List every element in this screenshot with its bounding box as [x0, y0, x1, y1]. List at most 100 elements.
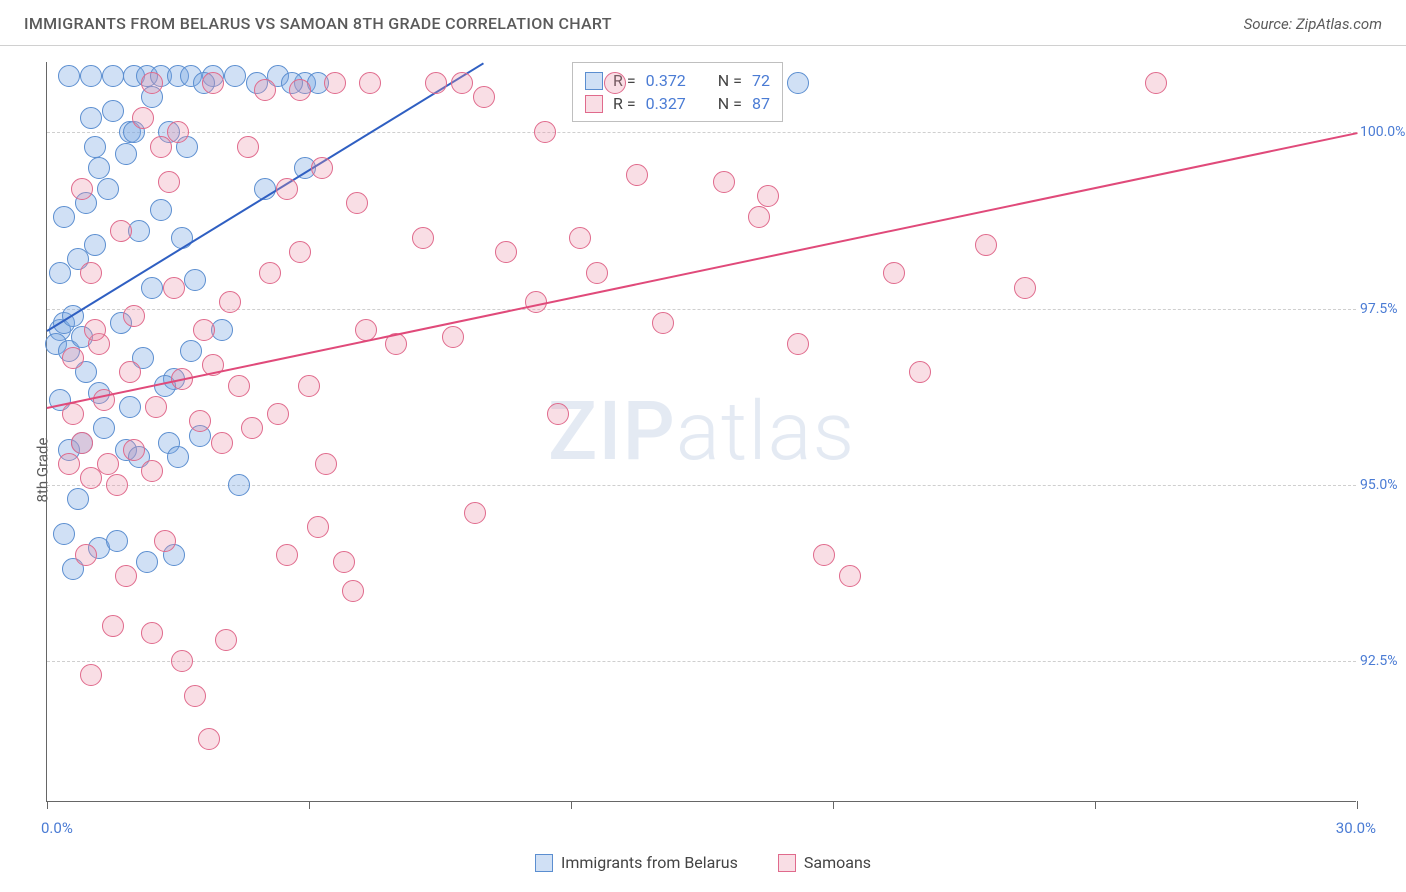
gridline [47, 661, 1356, 662]
gridline [47, 132, 1356, 133]
scatter-point-samoans [473, 86, 495, 108]
stat-n-label: N = [718, 71, 742, 90]
scatter-point-samoans [569, 227, 591, 249]
scatter-point-samoans [115, 565, 137, 587]
scatter-point-samoans [1145, 72, 1167, 94]
scatter-point-samoans [495, 241, 517, 263]
scatter-point-belarus [80, 65, 102, 87]
y-tick-label: 92.5% [1360, 653, 1406, 669]
trend-line-samoans [47, 132, 1357, 409]
chart-title: IMMIGRANTS FROM BELARUS VS SAMOAN 8TH GR… [24, 14, 612, 33]
scatter-point-samoans [141, 622, 163, 644]
scatter-point-belarus [84, 234, 106, 256]
scatter-point-samoans [839, 565, 861, 587]
scatter-point-samoans [171, 650, 193, 672]
scatter-point-samoans [75, 544, 97, 566]
legend-label: Samoans [804, 853, 871, 872]
stat-r-value: 0.327 [646, 94, 686, 113]
stat-n-value: 87 [752, 94, 770, 113]
stats-row: R = 0.327 N = 87 [585, 92, 770, 115]
scatter-point-belarus [53, 523, 75, 545]
watermark-atlas: atlas [676, 384, 855, 480]
y-tick-label: 95.0% [1360, 477, 1406, 493]
scatter-point-samoans [883, 262, 905, 284]
scatter-point-samoans [259, 262, 281, 284]
scatter-point-samoans [198, 728, 220, 750]
scatter-point-samoans [289, 241, 311, 263]
legend-swatch [585, 95, 603, 113]
scatter-point-belarus [119, 396, 141, 418]
scatter-point-samoans [652, 312, 674, 334]
scatter-point-samoans [163, 277, 185, 299]
scatter-point-belarus [136, 551, 158, 573]
legend-item: Samoans [778, 853, 871, 872]
scatter-point-samoans [412, 227, 434, 249]
scatter-point-samoans [713, 171, 735, 193]
stats-legend: R = 0.372 N = 72 R = 0.327 N = 87 [572, 62, 783, 122]
scatter-point-samoans [276, 178, 298, 200]
scatter-point-samoans [184, 685, 206, 707]
scatter-point-samoans [748, 206, 770, 228]
legend-swatch [778, 854, 796, 872]
scatter-point-samoans [267, 403, 289, 425]
scatter-point-samoans [813, 544, 835, 566]
chart-header: IMMIGRANTS FROM BELARUS VS SAMOAN 8TH GR… [0, 0, 1406, 46]
scatter-point-samoans [62, 403, 84, 425]
legend-swatch [585, 72, 603, 90]
scatter-point-samoans [110, 220, 132, 242]
scatter-point-belarus [228, 474, 250, 496]
scatter-point-samoans [132, 107, 154, 129]
scatter-point-samoans [604, 72, 626, 94]
scatter-point-samoans [237, 136, 259, 158]
scatter-point-samoans [219, 291, 241, 313]
watermark-zip: ZIP [548, 384, 676, 480]
scatter-point-samoans [359, 72, 381, 94]
scatter-point-belarus [102, 100, 124, 122]
scatter-point-samoans [97, 453, 119, 475]
scatter-point-samoans [80, 664, 102, 686]
scatter-point-samoans [757, 185, 779, 207]
scatter-point-samoans [154, 530, 176, 552]
scatter-point-samoans [119, 361, 141, 383]
scatter-point-belarus [106, 530, 128, 552]
scatter-point-belarus [58, 65, 80, 87]
scatter-point-samoans [534, 121, 556, 143]
stat-n-value: 72 [752, 71, 770, 90]
scatter-point-belarus [150, 199, 172, 221]
scatter-point-samoans [289, 79, 311, 101]
watermark: ZIPatlas [548, 384, 855, 480]
legend-swatch [535, 854, 553, 872]
scatter-point-samoans [626, 164, 648, 186]
y-tick-label: 100.0% [1360, 124, 1406, 140]
stat-n-label: N = [718, 94, 742, 113]
scatter-point-samoans [80, 262, 102, 284]
scatter-point-belarus [184, 269, 206, 291]
scatter-point-belarus [67, 488, 89, 510]
chart-area: 8th Grade ZIPatlas R =0.372N =72R =0.327… [0, 48, 1406, 892]
scatter-point-belarus [180, 340, 202, 362]
scatter-point-samoans [141, 460, 163, 482]
x-tick [1357, 801, 1358, 809]
scatter-point-samoans [464, 502, 486, 524]
scatter-point-samoans [202, 72, 224, 94]
scatter-point-samoans [547, 403, 569, 425]
x-tick [833, 801, 834, 809]
scatter-point-belarus [102, 65, 124, 87]
scatter-point-samoans [307, 516, 329, 538]
scatter-point-samoans [141, 72, 163, 94]
stat-r-label: R = [613, 94, 636, 113]
scatter-point-belarus [93, 417, 115, 439]
scatter-point-samoans [167, 121, 189, 143]
chart-source: Source: ZipAtlas.com [1244, 15, 1382, 33]
scatter-point-samoans [71, 178, 93, 200]
scatter-point-samoans [451, 72, 473, 94]
scatter-point-samoans [211, 432, 233, 454]
stat-r-value: 0.372 [646, 71, 686, 90]
legend-item: Immigrants from Belarus [535, 853, 738, 872]
scatter-point-samoans [315, 453, 337, 475]
scatter-point-samoans [254, 79, 276, 101]
scatter-point-samoans [193, 319, 215, 341]
scatter-point-samoans [787, 333, 809, 355]
scatter-point-samoans [215, 629, 237, 651]
scatter-point-samoans [62, 347, 84, 369]
